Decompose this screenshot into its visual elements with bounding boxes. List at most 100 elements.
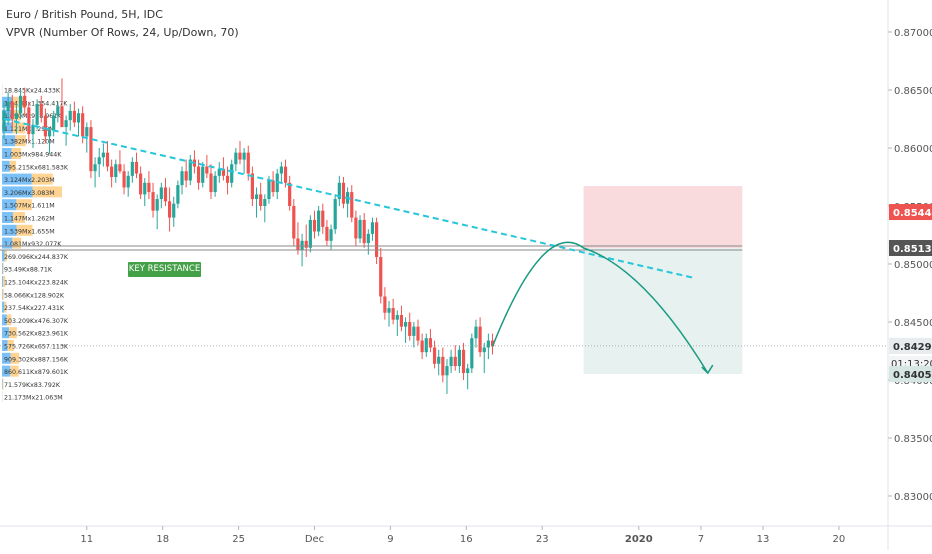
candle-up [487,341,490,348]
candle-up [470,338,473,368]
candle-down [292,206,295,238]
volume-row-label: 575.726Kx657.113K [4,344,69,351]
volume-row-label: 503.209Kx476.307K [4,318,69,325]
candle-up [387,308,390,313]
price-tick-label: 0.86500 [894,86,932,97]
candle-up [172,204,175,218]
candle-down [433,348,436,364]
candle-up [218,169,221,176]
time-tick-label: 9 [387,534,393,545]
candle-down [81,113,84,136]
volume-row-label: 3.124Mx2.203M [4,177,55,184]
candle-up [98,157,101,164]
volume-bar-up [2,276,3,287]
candle-down [209,174,212,193]
candle-down [342,183,345,204]
candle-down [89,127,92,171]
candle-up [466,368,469,373]
candle-up [36,104,39,125]
candle-up [396,315,399,320]
candle-up [425,338,428,352]
candle-up [255,194,258,199]
volume-bar-up [2,263,3,274]
volume-row-label: 93.49Kx88.71K [4,267,53,274]
candle-up [114,164,117,177]
candle-up [56,106,59,115]
candles [2,78,494,394]
volume-row-label: 71.579Kx83.792K [4,382,61,389]
volume-row-label: 21.173Mx21.063M [4,395,63,402]
price-tick-label: 0.85000 [894,260,932,271]
volume-profile: 18.845Kx24.433K1.041Mx1.354.417K1.090Mx9… [2,84,69,402]
candle-down [185,171,188,180]
candle-down [284,167,287,183]
candle-down [168,201,171,217]
volume-row-label: 18.845Kx24.433K [4,88,61,95]
candle-down [392,308,395,320]
candle-down [350,192,353,218]
price-tick-label: 0.86000 [894,144,932,155]
time-tick-label: 2020 [625,534,653,545]
time-tick-label: 23 [536,534,549,545]
candle-down [325,227,328,241]
candle-up [412,327,415,336]
resistance-price-label: 0.85138 [893,244,932,255]
candle-down [135,162,138,174]
volume-row-label: 795.215Kx681.583K [4,164,69,171]
candle-down [205,167,208,174]
target-price-label: 0.84052 [893,370,932,381]
price-tick-label: 0.87000 [894,28,932,39]
candle-up [309,220,312,248]
candle-up [69,111,72,120]
candle-up [367,234,370,243]
candle-down [11,102,14,119]
candle-up [131,162,134,176]
candle-down [288,183,291,206]
volume-row-label: 58.066Kx128.902K [4,292,65,299]
candle-down [379,257,382,296]
candle-down [247,153,250,174]
candle-up [102,153,105,158]
candle-down [454,357,457,366]
candle-down [73,111,76,123]
candle-down [441,357,444,376]
candle-up [85,127,88,136]
candle-up [176,185,179,204]
take-profit-zone [584,248,743,374]
risk-reward-zones [584,186,743,374]
candle-down [375,222,378,257]
candle-down [272,180,275,192]
drawings [0,119,888,373]
volume-bar-up [2,289,3,300]
candle-down [354,218,357,239]
candle-down [400,315,403,327]
stop-price-label: 0.85448 [893,208,932,219]
candle-down [122,171,125,187]
time-tick-label: 20 [833,534,846,545]
candle-up [180,171,183,185]
indicator-legend: VPVR (Number Of Rows, 24, Up/Down, 70) [6,26,239,39]
candle-up [329,229,332,241]
candle-up [300,241,303,250]
candle-down [106,153,109,167]
candle-down [226,176,229,183]
candle-up [234,153,237,165]
volume-row-label: 1.539Mx1.655M [4,228,55,235]
volume-row-label: 1.507Mx1.611M [4,203,55,210]
price-axis[interactable]: 0.870000.865000.860000.855000.850000.845… [888,28,932,503]
price-tick-label: 0.83500 [894,434,932,445]
candle-up [450,357,453,366]
candle-up [48,131,51,137]
volume-row-label: 1.081Mx932.077K [4,241,62,248]
candle-up [404,322,407,327]
candle-down [40,104,43,116]
candle-down [110,167,113,177]
key-resistance-label: KEY RESISTANCE [128,262,201,277]
candle-up [15,113,18,119]
candle-up [143,183,146,195]
candle-down [383,296,386,312]
price-tick-label: 0.84500 [894,318,932,329]
volume-row-label: 237.54Kx227.431K [4,305,65,312]
